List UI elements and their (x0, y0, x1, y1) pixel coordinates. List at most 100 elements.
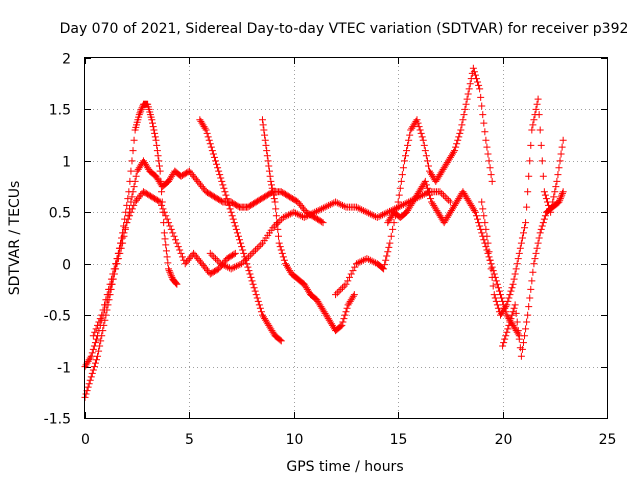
data-point (420, 141, 428, 149)
data-point (130, 201, 138, 209)
data-point (361, 207, 369, 215)
data-point (231, 222, 239, 230)
data-point (394, 198, 402, 206)
data-point (250, 284, 258, 292)
data-point (256, 304, 264, 312)
data-point (130, 136, 138, 144)
data-point (366, 256, 374, 264)
data-point (112, 260, 120, 268)
data-point (323, 202, 331, 210)
data-point (233, 229, 241, 237)
data-point (421, 177, 429, 185)
data-point (493, 280, 501, 288)
data-point (90, 363, 98, 371)
data-point (102, 296, 110, 304)
series-satellite-track-4 (196, 116, 285, 345)
data-point (475, 219, 483, 227)
y-tick-label: -0.5 (44, 309, 71, 325)
data-point (332, 291, 340, 299)
data-point (485, 157, 493, 165)
data-point (517, 239, 525, 247)
data-point (337, 201, 345, 209)
data-point (510, 275, 518, 283)
data-point (137, 107, 145, 115)
data-point (524, 188, 532, 196)
data-point (123, 201, 131, 209)
x-tick-label: 10 (286, 432, 304, 448)
data-point (537, 141, 545, 149)
data-point (502, 332, 510, 340)
data-point (252, 291, 260, 299)
data-point (539, 172, 547, 180)
data-point (400, 157, 408, 165)
data-point (232, 262, 240, 270)
data-point (124, 195, 132, 203)
data-point (169, 229, 177, 237)
data-point (538, 222, 546, 230)
data-point (499, 342, 507, 350)
data-point (103, 291, 111, 299)
data-point (292, 209, 300, 217)
data-point (349, 292, 357, 300)
data-point (529, 268, 537, 276)
x-tick-label: 20 (495, 432, 513, 448)
data-point (251, 287, 259, 295)
data-point (130, 183, 138, 191)
data-point (377, 212, 385, 220)
data-point (359, 256, 367, 264)
data-point (248, 249, 256, 257)
data-point (404, 141, 412, 149)
data-point (478, 229, 486, 237)
data-point (416, 126, 424, 134)
data-point (176, 246, 184, 254)
data-point (319, 219, 327, 227)
data-point (340, 202, 348, 210)
data-point (485, 248, 493, 256)
data-point (558, 191, 566, 199)
data-point (277, 246, 285, 254)
data-point (465, 85, 473, 93)
data-point (418, 133, 426, 141)
data-point (427, 195, 435, 203)
data-point (445, 196, 453, 204)
data-point (260, 126, 268, 134)
data-point (128, 205, 136, 213)
data-point (541, 212, 549, 220)
data-point (88, 349, 96, 357)
data-point (231, 249, 239, 257)
data-point (513, 260, 521, 268)
data-point (160, 229, 168, 237)
data-point (213, 256, 221, 264)
data-point (451, 147, 459, 155)
data-point (218, 177, 226, 185)
data-point (417, 129, 425, 137)
data-point (422, 152, 430, 160)
data-point (253, 294, 261, 302)
x-tick-label: 5 (185, 432, 194, 448)
data-point (414, 119, 422, 127)
data-point (300, 213, 308, 221)
data-point (335, 200, 343, 208)
data-point (319, 204, 327, 212)
data-point (380, 210, 388, 218)
data-point (443, 195, 451, 203)
data-point (155, 197, 163, 205)
data-point (556, 157, 564, 165)
data-point (318, 218, 326, 226)
data-point (396, 184, 404, 192)
data-point (535, 111, 543, 119)
data-point (151, 133, 159, 141)
data-point (148, 116, 156, 124)
data-point (482, 136, 490, 144)
data-point (340, 315, 348, 323)
data-point (521, 332, 529, 340)
data-point (217, 174, 225, 182)
data-point (224, 198, 232, 206)
data-point (254, 297, 262, 305)
data-point (488, 177, 496, 185)
data-point (514, 255, 522, 263)
data-point (458, 121, 466, 129)
data-point (297, 212, 305, 220)
data-point (519, 339, 527, 347)
